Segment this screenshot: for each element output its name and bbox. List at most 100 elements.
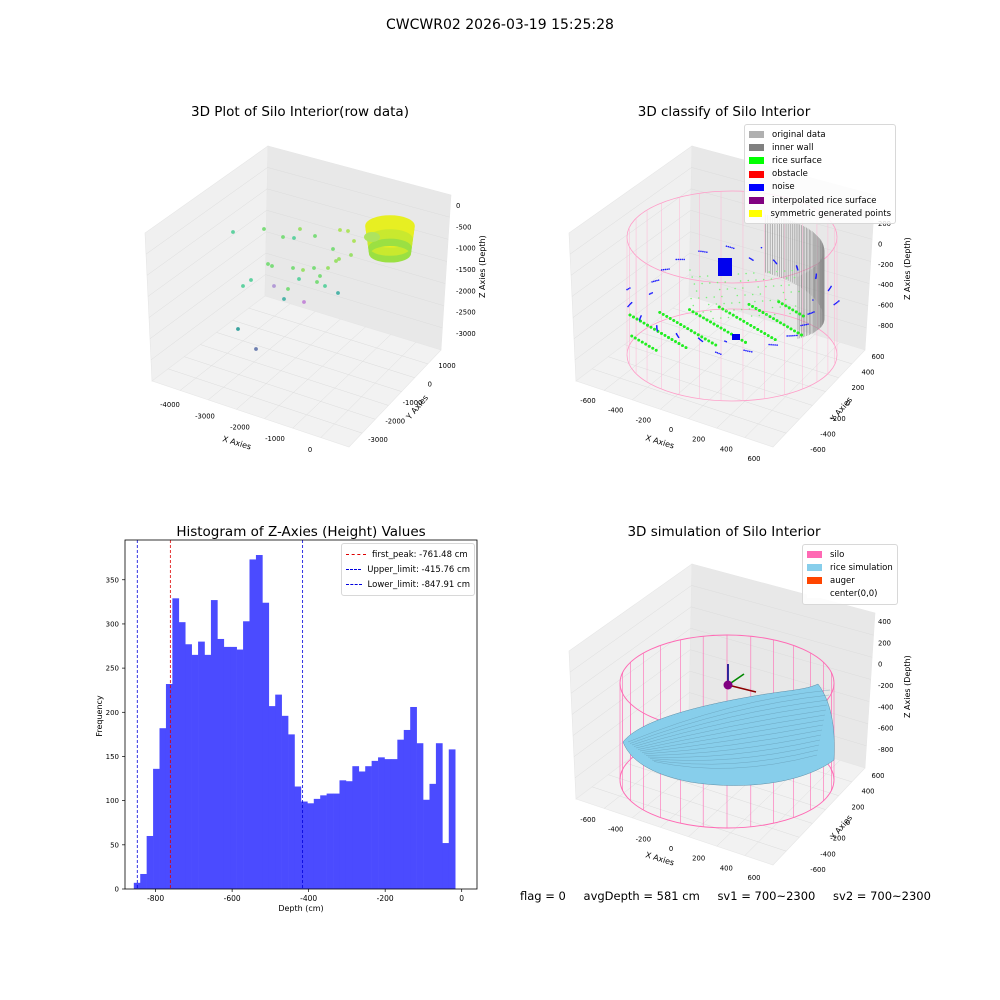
- rice-surface-sparse-point: [713, 296, 715, 298]
- floor-gridline: [264, 326, 366, 419]
- floor-gridline: [632, 311, 740, 401]
- left-gridline: [571, 628, 691, 715]
- raw-data-point: [318, 274, 322, 278]
- noise-point: [648, 293, 651, 295]
- left-gridline: [572, 231, 691, 318]
- legend-label: rice surface: [772, 155, 822, 166]
- classify-ztick: -800: [878, 322, 893, 330]
- legend-entry: obstacle: [749, 168, 891, 181]
- legend-entry: rice surface: [749, 154, 891, 167]
- noise-point: [655, 325, 658, 327]
- rice-surface-point: [796, 331, 800, 335]
- rice-mesh-line: [651, 749, 819, 765]
- histogram-bar: [384, 759, 392, 889]
- histogram-bar: [223, 646, 231, 889]
- legend-swatch: [749, 144, 764, 152]
- legend-line-sample: [346, 554, 366, 555]
- raw-ylabel: Y Axies: [404, 393, 430, 422]
- legend-swatch: [749, 197, 764, 205]
- simulation-3d-plot: [568, 563, 876, 866]
- rice-surface-sparse-point: [761, 300, 764, 302]
- raw-data-point: [262, 227, 266, 231]
- histogram-bar: [236, 649, 244, 889]
- noise-point: [770, 343, 772, 346]
- rice-surface-point: [751, 305, 754, 308]
- histogram-bar: [159, 728, 167, 889]
- raw-data-point: [231, 230, 235, 234]
- histogram-bar: [140, 873, 147, 889]
- noise-point: [749, 350, 751, 353]
- floor-pane: [575, 295, 866, 448]
- histogram-ytick-label: 350: [106, 576, 119, 584]
- simulation-ztick: -400: [878, 703, 893, 711]
- histogram-bar: [320, 795, 327, 889]
- floor-gridline: [608, 356, 800, 420]
- rice-surface-sparse-point: [747, 279, 750, 282]
- histogram-bar: [448, 749, 456, 889]
- noise-point: [788, 335, 790, 337]
- rice-surface-sparse-point: [766, 314, 768, 316]
- rice-surface-point: [775, 319, 779, 323]
- back-gridline: [690, 649, 870, 702]
- simulation-ytick: 200: [852, 803, 865, 811]
- simulation-ztick: -800: [878, 746, 893, 754]
- back-gridline: [267, 167, 450, 218]
- classify-legend: original data inner wall rice surface obsta…: [744, 124, 896, 225]
- classify-ztick: -200: [878, 261, 893, 269]
- rice-surface-point: [702, 316, 705, 320]
- noise-point: [807, 323, 809, 325]
- rice-surface-sparse-point: [790, 291, 792, 293]
- floor-gridline: [208, 311, 316, 401]
- raw-zlabel: Z Axies (Depth): [478, 235, 487, 298]
- noise-point: [681, 258, 684, 261]
- rice-surface-point: [777, 300, 781, 304]
- noise-point: [794, 334, 796, 337]
- rice-mesh-line: [631, 699, 829, 746]
- raw-ztick: -3000: [456, 330, 476, 338]
- back-gridline: [265, 274, 443, 329]
- histogram-xtick-label: 0: [459, 894, 464, 903]
- rice-surface-sparse-point: [793, 276, 796, 279]
- simulation-xtick: -400: [608, 826, 623, 834]
- rice-surface-sparse-point: [738, 301, 741, 304]
- legend-entry: original data: [749, 128, 891, 141]
- rice-surface-sparse-point: [759, 293, 762, 295]
- status-footer: flag = 0 avgDepth = 581 cm sv1 = 700~230…: [520, 889, 931, 903]
- legend-swatch: [749, 170, 764, 178]
- left-gridline: [147, 210, 267, 297]
- rice-surface-point: [744, 340, 747, 344]
- rice-surface-point: [653, 327, 656, 331]
- rice-surface-point: [721, 307, 725, 311]
- noise-point: [811, 311, 814, 314]
- legend-line-sample: [346, 584, 362, 585]
- rice-surface-point: [661, 312, 665, 316]
- classify-ytick: 0: [846, 400, 850, 408]
- floor-gridline: [688, 326, 790, 419]
- rice-surface-sparse-point: [776, 270, 778, 273]
- rice-surface-point: [668, 317, 672, 320]
- rice-surface-point: [675, 321, 679, 324]
- rice-surface-sparse-point: [768, 271, 770, 273]
- noise-point: [797, 269, 799, 271]
- rice-surface-sparse-point: [755, 279, 757, 281]
- noise-point: [836, 301, 839, 303]
- raw-ring-fill: [364, 232, 380, 242]
- rice-surface-sparse-point: [750, 315, 753, 317]
- rice-surface-point: [667, 336, 670, 339]
- noise-point: [668, 268, 670, 270]
- rice-surface-point: [693, 331, 697, 335]
- noise-point: [749, 257, 752, 260]
- rice-surface-sparse-point: [780, 284, 783, 287]
- legend-label: symmetric generated points: [770, 208, 891, 219]
- rice-surface-point: [698, 314, 702, 318]
- noise-point: [706, 251, 708, 253]
- legend-entry: noise: [749, 181, 891, 194]
- histogram-bar: [294, 786, 302, 889]
- back-gridline: [266, 210, 447, 262]
- classify-ytick: 600: [872, 353, 885, 361]
- rice-surface-sparse-point: [695, 290, 698, 292]
- simulation-ytick: 600: [872, 772, 885, 780]
- rice-surface-point: [674, 340, 677, 343]
- histogram-bar: [435, 743, 443, 889]
- rice-surface-sparse-point: [762, 278, 765, 281]
